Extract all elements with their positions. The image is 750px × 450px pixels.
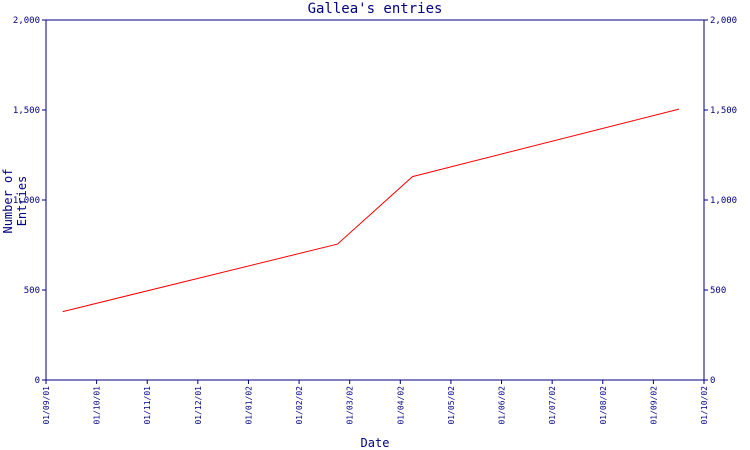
y-tick-label-left: 500 [24,286,40,296]
y-tick-label-left: 1,000 [13,196,40,206]
y-tick-label-left: 0 [35,376,40,386]
y-tick-label-right: 0 [710,376,715,386]
x-tick-label: 01/09/02 [649,386,658,425]
y-tick-label-right: 500 [710,286,726,296]
x-tick-label: 01/10/01 [93,386,102,425]
x-tick-label: 01/01/02 [244,386,253,425]
y-tick-label-right: 2,000 [710,16,737,26]
y-tick-label-right: 1,000 [710,196,737,206]
x-tick-label: 01/08/02 [599,386,608,425]
x-tick-label: 01/05/02 [447,386,456,425]
y-tick-label-left: 1,500 [13,106,40,116]
x-tick-label: 01/11/01 [143,386,152,425]
y-tick-label-right: 1,500 [710,106,737,116]
x-tick-label: 01/06/02 [498,386,507,425]
chart-title: Gallea's entries [307,1,443,17]
x-axis-label: Date [360,436,390,450]
x-tick-label: 01/07/02 [548,386,557,425]
x-tick-label: 01/04/02 [396,386,405,425]
x-tick-label: 01/03/02 [346,386,355,425]
plot-frame [45,19,705,381]
x-tick-label: 01/02/02 [295,386,304,425]
series-line [62,108,680,313]
x-tick-label: 01/12/01 [194,386,203,425]
y-tick-label-left: 2,000 [13,16,40,26]
x-tick-label: 01/09/01 [42,386,51,425]
x-tick-label: 01/10/02 [700,386,709,425]
